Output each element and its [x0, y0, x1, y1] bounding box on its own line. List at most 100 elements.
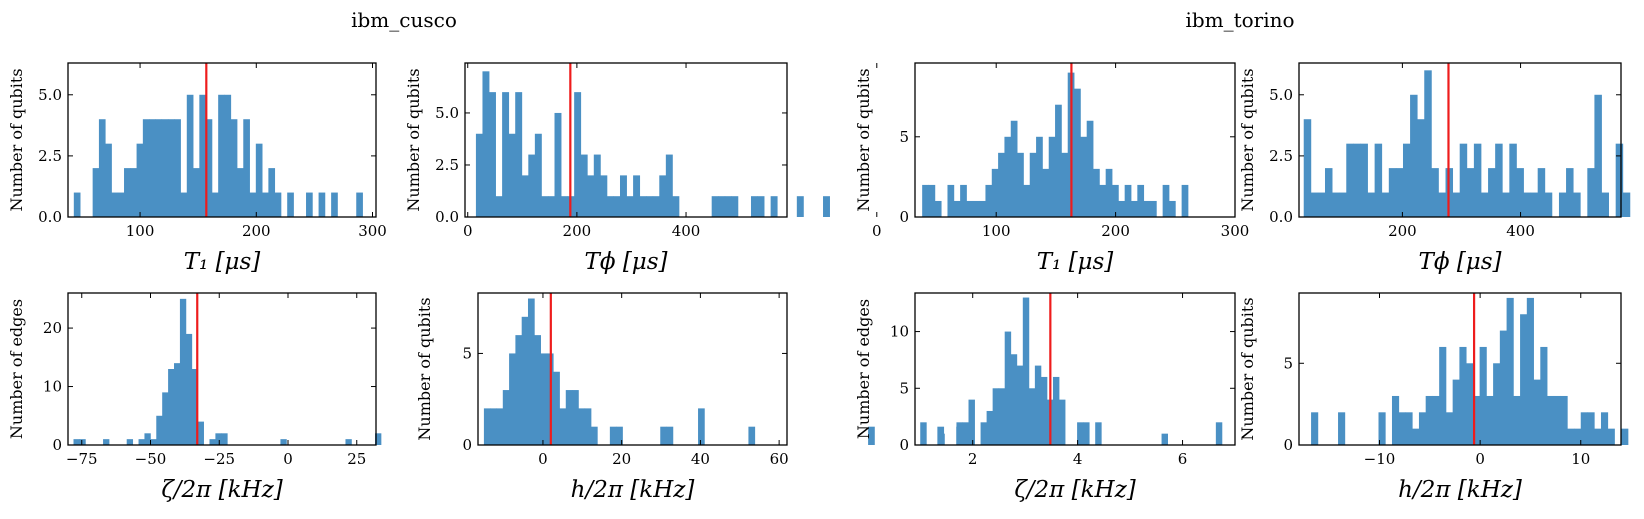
histogram-bar [540, 353, 548, 445]
histogram-bar [1438, 192, 1446, 217]
histogram-bar [1131, 200, 1138, 217]
axes-frame [464, 62, 788, 218]
histogram-bar [1095, 422, 1102, 445]
histogram-bar [124, 168, 131, 217]
histogram-bar [1520, 314, 1528, 445]
histogram-bar [922, 184, 929, 217]
x-tick-label: 200 [242, 222, 271, 240]
subplot-torino-tphi: 200 400 0.0 2.5 5.0 Tϕ [μs] Number of qubits [1238, 62, 1631, 275]
histogram-bar [1074, 88, 1081, 218]
histogram-bar [1566, 168, 1574, 217]
histogram-bar [1601, 192, 1609, 217]
histogram-bar [1412, 428, 1420, 445]
y-axis-label: Number of edges [854, 299, 873, 439]
y-tick-label: 20 [43, 319, 62, 337]
histogram-bar [1388, 168, 1397, 217]
histogram-bar [215, 433, 222, 445]
histogram-bar [111, 192, 119, 217]
histogram-bar [1112, 184, 1119, 217]
histogram-bar [105, 143, 112, 217]
histogram-bar [572, 390, 579, 445]
histogram-bar [639, 196, 647, 217]
histogram-bar [541, 196, 549, 217]
histogram-bar [521, 316, 529, 445]
histogram-bar [1537, 168, 1546, 217]
histogram-bar [1424, 70, 1432, 217]
histogram-bar [960, 184, 967, 217]
histogram-bar [1530, 192, 1539, 217]
histogram-bar [126, 439, 134, 445]
x-tick-label: 400 [672, 222, 701, 240]
y-axis-label: Number of qubits [7, 68, 26, 211]
histogram-bar [1459, 346, 1467, 445]
histogram-bar [750, 196, 758, 217]
histogram-bar [953, 200, 961, 217]
subplot-torino-h: −10 0 10 0 5 h/2π [kHz] Number of qubits [1238, 292, 1629, 503]
x-tick-label: 25 [347, 450, 366, 468]
y-axis-label: Number of qubits [415, 297, 434, 440]
histogram-bar [660, 426, 667, 445]
histogram-bar [580, 154, 588, 217]
histogram-bar [956, 422, 963, 445]
histogram-bar [515, 92, 523, 217]
y-tick-label: 0 [899, 208, 909, 226]
histogram-bar [1473, 143, 1482, 217]
histogram-bar [375, 433, 382, 445]
x-axis-label: T₁ [μs] [1037, 249, 1114, 275]
histogram-bar [991, 168, 999, 217]
histogram-bar [553, 371, 560, 445]
histogram-bar [920, 422, 927, 445]
x-axis-label: h/2π [kHz] [571, 477, 695, 503]
histogram-bar [1093, 168, 1100, 217]
x-tick-label: 300 [358, 222, 387, 240]
x-tick-label: 200 [1388, 222, 1417, 240]
x-tick-label: 0 [1475, 450, 1485, 468]
histogram-bar [1317, 192, 1326, 217]
histogram-bar [1486, 395, 1494, 445]
histogram-bar [1017, 152, 1024, 217]
histogram-bar [1381, 192, 1390, 217]
histogram-bar [578, 408, 586, 445]
histogram-bar [609, 426, 617, 445]
y-axis-label: Number of qubits [404, 68, 423, 211]
histogram-bar [1480, 192, 1489, 217]
histogram-bar [1526, 297, 1534, 445]
histogram-bar [1010, 120, 1018, 217]
histogram-bar [306, 192, 313, 217]
histogram-bar [980, 422, 988, 445]
x-axis-label: ζ/2π [kHz] [161, 477, 282, 503]
histogram-bar [209, 439, 216, 445]
x-tick-label: 40 [691, 450, 710, 468]
histogram-bar [185, 333, 193, 445]
x-axis-label: Tϕ [μs] [584, 249, 667, 275]
histogram-bar [1495, 143, 1503, 217]
y-tick-label: 5 [462, 344, 472, 362]
histogram-bar [356, 192, 363, 217]
x-tick-label: 200 [1101, 222, 1130, 240]
histogram-bar [868, 426, 875, 445]
histogram-bar [934, 200, 942, 217]
histogram-bar [998, 152, 1005, 217]
histogram-bar [138, 439, 145, 445]
histogram-bar [150, 439, 157, 445]
histogram-bar [489, 92, 496, 217]
histogram-bar [574, 92, 582, 217]
x-tick-label: −25 [203, 450, 235, 468]
histogram-bar [521, 175, 529, 217]
y-axis-label: Number of edges [7, 299, 26, 439]
histogram-bar [1493, 363, 1501, 445]
histogram-bar [1022, 297, 1030, 445]
histogram-bar [1055, 104, 1062, 217]
histogram-bar [1417, 119, 1425, 217]
histogram-bar [938, 433, 945, 445]
histogram-bar [626, 196, 634, 217]
histogram-bar [1560, 395, 1568, 445]
histogram-bar [986, 410, 994, 445]
histogram-bar [1010, 354, 1018, 445]
histogram-bar [1048, 136, 1056, 217]
histogram-bar [218, 94, 225, 217]
histogram-bar [1023, 184, 1031, 217]
histogram-bar [205, 119, 213, 217]
histogram-bar [287, 192, 294, 217]
axes-frame [477, 292, 788, 446]
